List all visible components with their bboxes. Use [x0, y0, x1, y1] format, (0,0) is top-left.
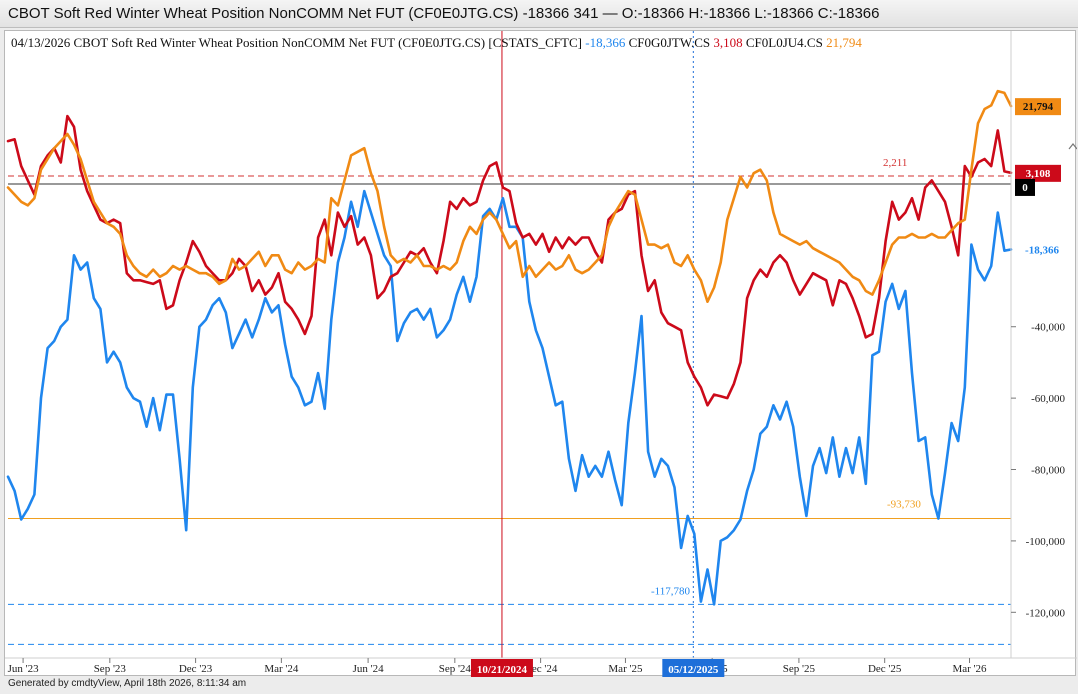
y-tick-label-2: -80,000 [1031, 465, 1065, 477]
value-badge-0 [1015, 98, 1061, 116]
y-tick-label-3: -100,000 [1026, 536, 1066, 548]
x-tick-label-9: Sep '25 [783, 663, 816, 675]
crosshair-date-label-0: 10/21/2024 [477, 664, 528, 676]
legend-symbol-1: CF0G0JTW.CS [628, 35, 711, 50]
crosshair-date-box-0 [470, 659, 533, 677]
y-tick-label-4: -120,000 [1026, 607, 1066, 619]
series-line-CF0G0JTW.CS [6, 114, 1013, 407]
header-description: CBOT Soft Red Winter Wheat Position NonC… [73, 35, 582, 50]
value-badge-2 [1015, 178, 1035, 196]
value-badge-label-1: 3,108 [1026, 168, 1051, 180]
value-badge-label-2: 0 [1022, 182, 1028, 194]
crosshair-date-box-1 [662, 659, 725, 677]
crosshair-layer [501, 31, 694, 658]
series-line-CF0E0JTG.CS [6, 189, 1013, 606]
crosshair-date-label-1: 05/12/2025 [668, 664, 719, 676]
scroll-up-icon [1068, 143, 1077, 150]
chart-svg[interactable]: 2,211 -93,730 -117,780 -40,000 -60,000 -80,0… [5, 31, 1077, 677]
chart-area[interactable]: 2,211 -93,730 -117,780 -40,000 -60,000 -80,0… [4, 30, 1077, 677]
y-tick-label-1: -60,000 [1031, 393, 1065, 405]
reference-label-1: 2,211 [883, 157, 907, 169]
value-badge-label-3: -18,366 [1025, 245, 1059, 257]
legend-symbol-2: CF0L0JU4.CS [745, 35, 823, 50]
value-badge-3 [1015, 241, 1069, 259]
value-badge-1 [1015, 164, 1061, 182]
legend-value-2: 21,794 [826, 35, 862, 50]
ref-lines-layer [8, 175, 1011, 645]
series-layer [6, 89, 1013, 606]
x-tick-label-7: Mar '25 [608, 663, 643, 675]
reference-label-2: -93,730 [887, 499, 921, 511]
x-tick-label-5: Sep '24 [439, 663, 472, 675]
header-date: 04/13/2026 [11, 35, 71, 50]
x-tick-label-0: Jun '23 [8, 663, 40, 675]
x-tick-label-1: Sep '23 [94, 663, 127, 675]
x-tick-label-2: Dec '23 [179, 663, 213, 675]
value-badge-label-0: 21,794 [1023, 101, 1054, 113]
chart-header: 04/13/2026 CBOT Soft Red Winter Wheat Po… [11, 35, 862, 51]
x-tick-label-3: Mar '24 [264, 663, 299, 675]
legend-value-1: 3,108 [713, 35, 743, 50]
axis-layer: -40,000 -60,000 -80,000 -100,000 -120,000 Jun… [5, 31, 1077, 677]
x-tick-label-4: Jun '24 [353, 663, 385, 675]
window-title: CBOT Soft Red Winter Wheat Position NonC… [0, 0, 1078, 28]
reference-label-3: -117,780 [651, 585, 691, 597]
x-tick-label-11: Mar '26 [952, 663, 987, 675]
x-tick-label-10: Dec '25 [868, 663, 902, 675]
footer-generated: Generated by cmdtyView, April 18th 2026,… [8, 678, 247, 689]
legend-value-0: -18,366 [585, 35, 626, 50]
label-layer: 2,211 -93,730 -117,780 [651, 157, 921, 597]
y-tick-label-0: -40,000 [1031, 322, 1065, 334]
